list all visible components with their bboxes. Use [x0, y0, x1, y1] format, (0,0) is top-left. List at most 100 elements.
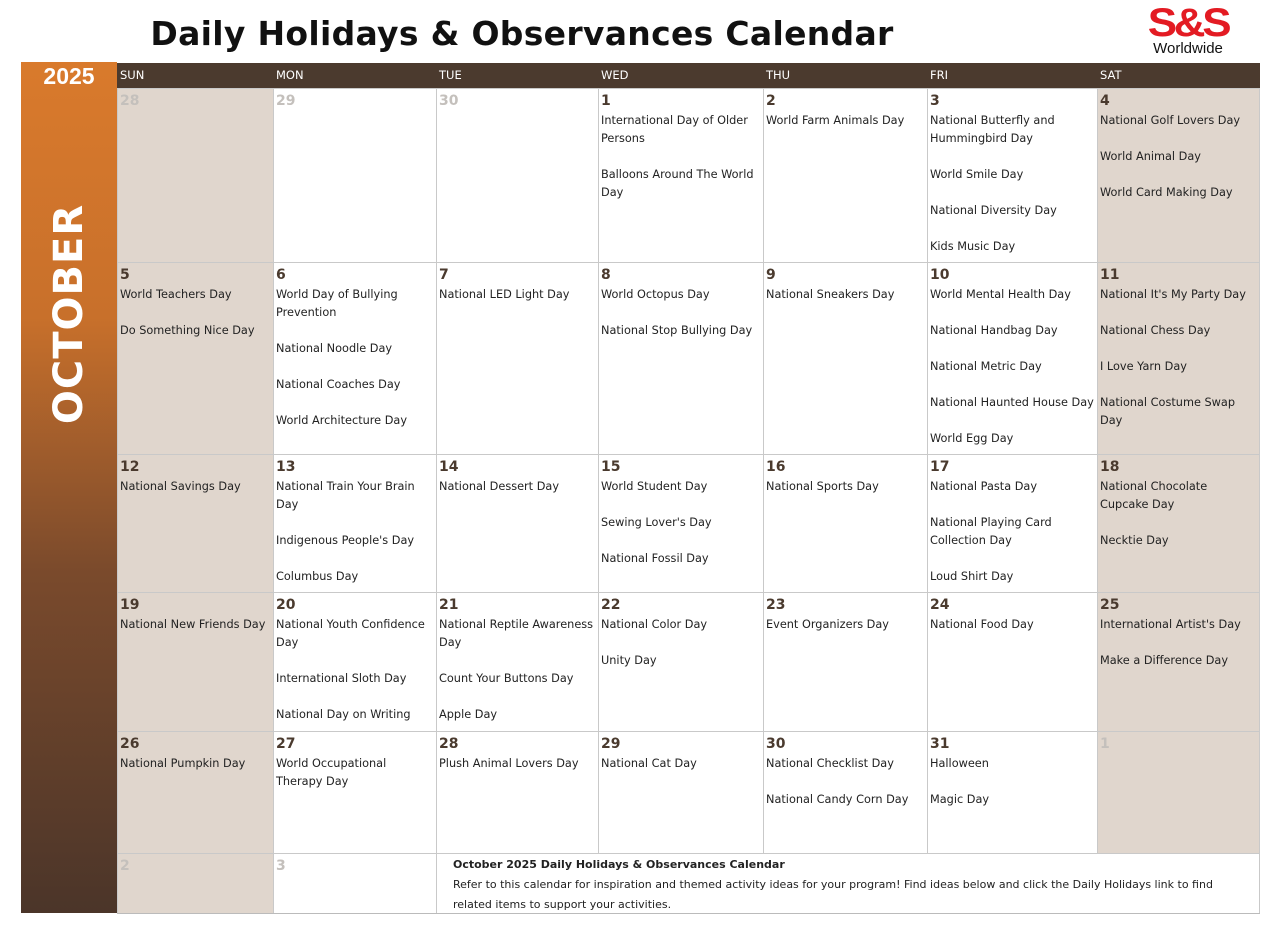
holiday-item[interactable]: National Pasta Day	[930, 480, 1038, 493]
holiday-item[interactable]: Kids Music Day	[930, 240, 1016, 253]
holiday-item[interactable]: Apple Day	[439, 708, 498, 721]
holiday-item[interactable]: National LED Light Day	[439, 288, 570, 301]
day-number: 27	[276, 736, 296, 752]
holiday-item[interactable]: Halloween	[930, 757, 989, 770]
holiday-item[interactable]: Event Organizers Day	[766, 618, 889, 631]
day-number: 7	[439, 267, 449, 283]
holiday-item[interactable]: National Handbag Day	[930, 324, 1058, 337]
holiday-item[interactable]: World Smile Day	[930, 168, 1024, 181]
holiday-item[interactable]: National Dessert Day	[439, 480, 560, 493]
holiday-item[interactable]: Count Your Buttons Day	[439, 672, 574, 685]
holiday-item[interactable]: National Day on Writing	[276, 708, 411, 721]
holiday-item[interactable]: World Egg Day	[930, 432, 1014, 445]
holiday-item[interactable]: World Occupational Therapy Day	[276, 757, 387, 788]
holiday-item[interactable]: World Octopus Day	[601, 288, 710, 301]
day-cell: 10 World Mental Health Day National Handba…	[927, 262, 1097, 454]
holiday-item[interactable]: National Train Your Brain Day	[276, 480, 415, 511]
holiday-item[interactable]: National Playing Card Collection Day	[930, 516, 1052, 547]
holiday-item[interactable]: National Cat Day	[601, 757, 697, 770]
day-number: 16	[766, 459, 786, 475]
holiday-item[interactable]: Unity Day	[601, 654, 657, 667]
holiday-item[interactable]: National Candy Corn Day	[766, 793, 909, 806]
holiday-item[interactable]: Do Something Nice Day	[120, 324, 255, 337]
day-cell: 18 National Chocolate Cupcake Day Necktie …	[1097, 454, 1260, 592]
holiday-item[interactable]: National New Friends Day	[120, 618, 266, 631]
holiday-item[interactable]: National Savings Day	[120, 480, 241, 493]
day-cell: 3 National Butterfly and Hummingbird Day W…	[927, 88, 1097, 262]
holiday-item[interactable]: National Metric Day	[930, 360, 1042, 373]
day-number: 26	[120, 736, 140, 752]
holiday-item[interactable]: World Teachers Day	[120, 288, 232, 301]
logo-mark: S&S	[1147, 1, 1232, 45]
day-cell: 23 Event Organizers Day	[763, 592, 927, 731]
day-number: 2	[766, 93, 776, 109]
holiday-item[interactable]: World Architecture Day	[276, 414, 408, 427]
holiday-item[interactable]: Plush Animal Lovers Day	[439, 757, 579, 770]
holiday-item[interactable]: International Artist's Day	[1100, 618, 1241, 631]
day-number: 3	[276, 858, 286, 874]
day-cell: 6 World Day of Bullying Prevention Nationa…	[273, 262, 436, 454]
holiday-item[interactable]: International Day of Older Persons	[601, 114, 748, 145]
holiday-item[interactable]: Balloons Around The World Day	[601, 168, 754, 199]
holiday-item[interactable]: National Butterfly and Hummingbird Day	[930, 114, 1055, 145]
day-number: 1	[601, 93, 611, 109]
holiday-item[interactable]: Magic Day	[930, 793, 990, 806]
day-number: 15	[601, 459, 621, 475]
day-cell: 9 National Sneakers Day	[763, 262, 927, 454]
holiday-item[interactable]: Indigenous People's Day	[276, 534, 415, 547]
day-cell: 31 Halloween Magic Day	[927, 731, 1097, 853]
day-cell: 22 National Color Day Unity Day	[598, 592, 763, 731]
holiday-item[interactable]: World Mental Health Day	[930, 288, 1071, 301]
holiday-item[interactable]: World Farm Animals Day	[766, 114, 905, 127]
holiday-item[interactable]: National Color Day	[601, 618, 708, 631]
day-cell: 16 National Sports Day	[763, 454, 927, 592]
day-cell: 21 National Reptile Awareness Day Count Yo…	[436, 592, 598, 731]
day-number: 11	[1100, 267, 1120, 283]
holiday-item[interactable]: National Fossil Day	[601, 552, 709, 565]
day-number: 30	[439, 93, 459, 109]
holiday-item[interactable]: National Food Day	[930, 618, 1034, 631]
holiday-item[interactable]: World Card Making Day	[1100, 186, 1233, 199]
day-cell: 5 World Teachers Day Do Something Nice Day	[117, 262, 273, 454]
holiday-item[interactable]: Columbus Day	[276, 570, 359, 583]
holiday-item[interactable]: National It's My Party Day	[1100, 288, 1246, 301]
holiday-item[interactable]: National Youth Confidence Day	[276, 618, 425, 649]
holiday-item[interactable]: National Diversity Day	[930, 204, 1057, 217]
holiday-item[interactable]: National Chocolate Cupcake Day	[1100, 480, 1208, 511]
weekday-wed: WED	[601, 68, 629, 82]
holiday-item[interactable]: National Pumpkin Day	[120, 757, 246, 770]
day-cell: 1	[1097, 731, 1260, 853]
holiday-item[interactable]: National Chess Day	[1100, 324, 1211, 337]
holiday-item[interactable]: National Noodle Day	[276, 342, 393, 355]
holiday-item[interactable]: World Day of Bullying Prevention	[276, 288, 398, 319]
holiday-item[interactable]: Necktie Day	[1100, 534, 1169, 547]
day-number: 12	[120, 459, 140, 475]
holiday-item[interactable]: International Sloth Day	[276, 672, 407, 685]
holiday-item[interactable]: Make a Difference Day	[1100, 654, 1228, 667]
ss-worldwide-logo: S&S Worldwide	[1140, 3, 1236, 57]
day-cell: 2	[117, 853, 273, 913]
holiday-item[interactable]: National Stop Bullying Day	[601, 324, 753, 337]
holiday-item[interactable]: National Haunted House Day	[930, 396, 1094, 409]
day-cell: 25 International Artist's Day Make a Diffe…	[1097, 592, 1260, 731]
day-cell: 28 Plush Animal Lovers Day	[436, 731, 598, 853]
day-number: 29	[601, 736, 621, 752]
holiday-item[interactable]: Sewing Lover's Day	[601, 516, 712, 529]
holiday-item[interactable]: National Checklist Day	[766, 757, 894, 770]
holiday-item[interactable]: National Coaches Day	[276, 378, 401, 391]
day-number: 21	[439, 597, 459, 613]
day-cell: 7 National LED Light Day	[436, 262, 598, 454]
holiday-item[interactable]: I Love Yarn Day	[1100, 360, 1187, 373]
holiday-item[interactable]: National Golf Lovers Day	[1100, 114, 1241, 127]
holiday-item[interactable]: Loud Shirt Day	[930, 570, 1014, 583]
weekday-fri: FRI	[930, 68, 948, 82]
holiday-item[interactable]: World Animal Day	[1100, 150, 1201, 163]
day-number: 22	[601, 597, 621, 613]
holiday-item[interactable]: National Costume Swap Day	[1100, 396, 1235, 427]
holiday-item[interactable]: National Sports Day	[766, 480, 879, 493]
holiday-item[interactable]: National Reptile Awareness Day	[439, 618, 594, 649]
weekday-header: SUN MON TUE WED THU FRI SAT	[117, 63, 1260, 88]
holiday-item[interactable]: World Student Day	[601, 480, 708, 493]
logo-sub: Worldwide	[1153, 40, 1223, 57]
holiday-item[interactable]: National Sneakers Day	[766, 288, 895, 301]
